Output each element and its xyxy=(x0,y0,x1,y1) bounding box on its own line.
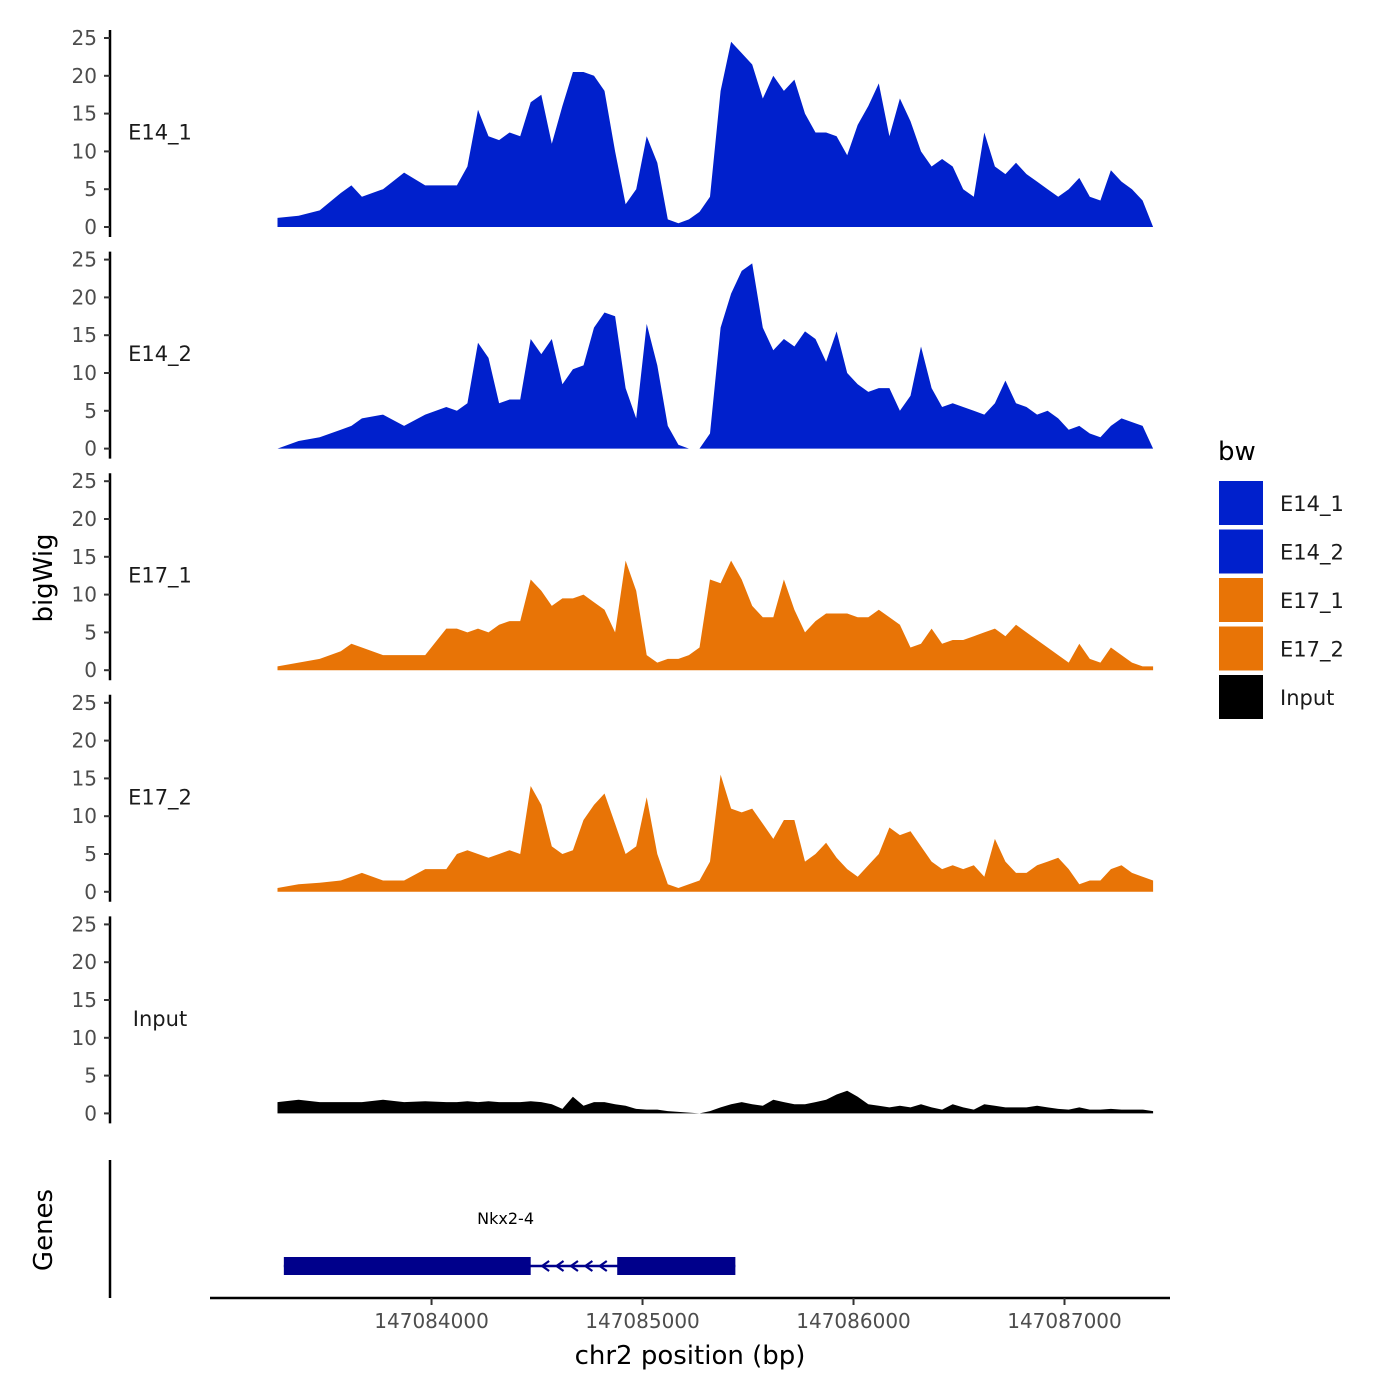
y-tick-label: 0 xyxy=(84,437,97,461)
legend-swatch xyxy=(1217,527,1265,576)
y-tick-label: 0 xyxy=(84,880,97,904)
y-tick-label: 20 xyxy=(72,950,97,974)
legend-item-E14_2: E14_2 xyxy=(1217,527,1344,576)
legend: E14_1 E14_2 E17_1 E17_2 Input xyxy=(1217,479,1344,721)
y-tick-label: 5 xyxy=(84,1064,97,1088)
y-axis-title: bigWig xyxy=(29,533,59,622)
coverage-area-E14_2 xyxy=(277,263,1154,449)
y-tick-label: 10 xyxy=(72,583,97,607)
y-tick-label: 10 xyxy=(72,361,97,385)
y-tick-label: 25 xyxy=(72,912,97,936)
y-tick-label: 15 xyxy=(72,766,97,790)
legend-swatch xyxy=(1217,479,1265,527)
coverage-area-E17_2 xyxy=(277,774,1154,892)
coverage-tracks: 0 5 10 15 20 25 E14_1 0 5 10 15 20 25 E14_2 0 5 10 15 20 25… xyxy=(72,26,1154,1125)
y-tick-label: 20 xyxy=(72,64,97,88)
legend-swatch xyxy=(1217,673,1265,721)
x-tick-label: 147086000 xyxy=(796,1309,911,1333)
y-tick-label: 15 xyxy=(72,988,97,1012)
x-tick-label: 147085000 xyxy=(585,1309,700,1333)
x-axis: 147084000 147085000 147086000 147087000 xyxy=(210,1296,1170,1333)
x-tick-label: 147087000 xyxy=(1007,1309,1122,1333)
strand-arrow xyxy=(540,1260,550,1272)
y-tick-label: 20 xyxy=(72,729,97,753)
track-label: E14_1 xyxy=(128,121,192,146)
track-label: Input xyxy=(133,1007,187,1031)
y-tick-label: 5 xyxy=(84,177,97,201)
legend-item-E17_1: E17_1 xyxy=(1217,576,1344,624)
gene-exon xyxy=(617,1257,736,1275)
y-tick-label: 20 xyxy=(72,507,97,531)
legend-label: E17_1 xyxy=(1280,589,1344,614)
track-label: E17_1 xyxy=(128,564,192,589)
track-label: E17_2 xyxy=(128,785,192,810)
y-tick-label: 25 xyxy=(72,469,97,493)
y-tick-label: 25 xyxy=(72,691,97,715)
legend-swatch xyxy=(1217,576,1265,624)
legend-label: E14_2 xyxy=(1280,541,1344,566)
track-E14_2: 0 5 10 15 20 25 E14_2 xyxy=(72,248,1154,461)
legend-item-E14_1: E14_1 xyxy=(1217,479,1344,527)
track-Input: 0 5 10 15 20 25 Input xyxy=(72,912,1154,1125)
y-tick-label: 0 xyxy=(84,215,97,239)
y-tick-label: 15 xyxy=(72,323,97,347)
legend-label: E14_1 xyxy=(1280,492,1344,517)
y-tick-label: 15 xyxy=(72,102,97,126)
y-tick-label: 0 xyxy=(84,658,97,682)
gene-track: Nkx2-4 xyxy=(108,1160,736,1298)
y-tick-label: 0 xyxy=(84,1101,97,1125)
track-E17_2: 0 5 10 15 20 25 E17_2 xyxy=(72,691,1154,904)
y-tick-label: 25 xyxy=(72,248,97,272)
legend-label: Input xyxy=(1280,686,1334,710)
track-E17_1: 0 5 10 15 20 25 E17_1 xyxy=(72,469,1154,682)
legend-title: bw xyxy=(1218,437,1256,467)
strand-arrow xyxy=(569,1260,579,1272)
y-tick-label: 25 xyxy=(72,26,97,50)
x-axis-title: chr2 position (bp) xyxy=(575,1341,806,1371)
legend-item-Input: Input xyxy=(1217,673,1334,721)
genes-track-title: Genes xyxy=(29,1189,59,1271)
strand-arrow xyxy=(597,1260,608,1272)
legend-item-E17_2: E17_2 xyxy=(1217,624,1344,673)
strand-arrow xyxy=(554,1260,565,1272)
legend-swatch xyxy=(1217,624,1265,673)
track-label: E14_2 xyxy=(128,342,192,367)
y-tick-label: 15 xyxy=(72,545,97,569)
gene-name-label: Nkx2-4 xyxy=(477,1209,534,1228)
gene-exon xyxy=(283,1257,531,1275)
coverage-area-Input xyxy=(277,1090,1154,1114)
y-tick-label: 5 xyxy=(84,399,97,423)
y-tick-label: 10 xyxy=(72,139,97,163)
y-tick-label: 10 xyxy=(72,804,97,828)
y-tick-label: 10 xyxy=(72,1026,97,1050)
legend-label: E17_2 xyxy=(1280,638,1344,663)
coverage-area-E14_1 xyxy=(277,41,1154,227)
track-E14_1: 0 5 10 15 20 25 E14_1 xyxy=(72,26,1154,239)
x-tick-label: 147084000 xyxy=(374,1309,489,1333)
y-tick-label: 5 xyxy=(84,842,97,866)
strand-arrow xyxy=(583,1260,594,1272)
y-tick-label: 20 xyxy=(72,285,97,309)
coverage-area-E17_1 xyxy=(277,560,1154,671)
y-tick-label: 5 xyxy=(84,620,97,644)
